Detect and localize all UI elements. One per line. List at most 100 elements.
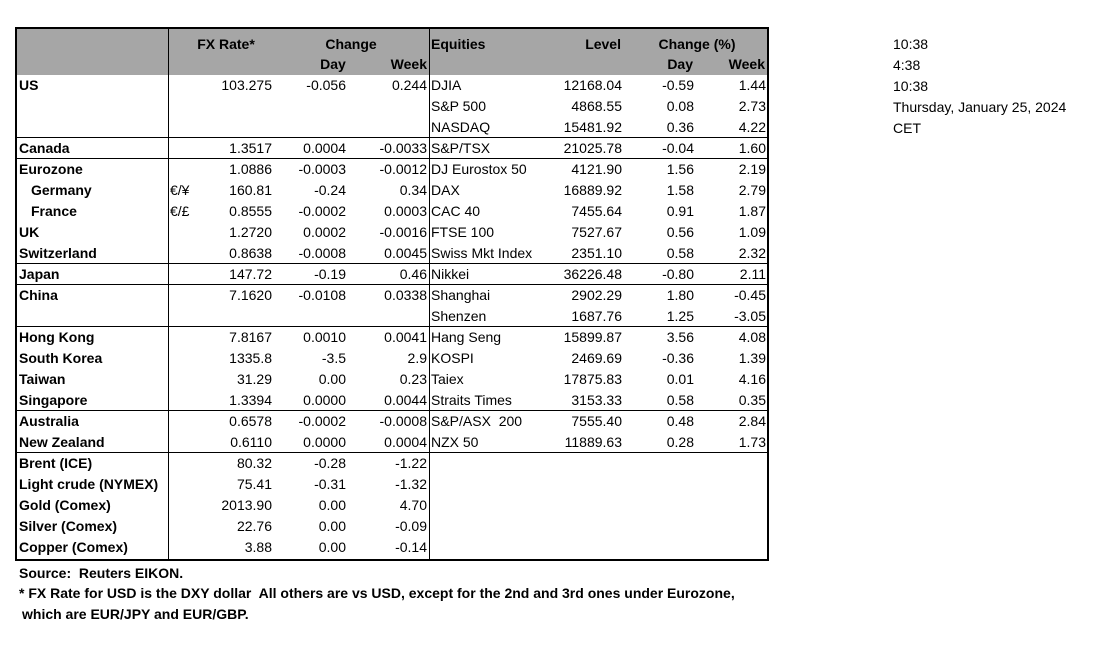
row-label: Canada — [19, 140, 70, 156]
cell: 1.2720 — [229, 224, 272, 240]
cell: Taiex — [431, 371, 464, 387]
cell: 0.0338 — [384, 287, 427, 303]
row-label: Switzerland — [19, 245, 97, 261]
header: Change (%) — [658, 36, 736, 52]
row-separator — [15, 452, 769, 453]
cell: 0.08 — [666, 98, 694, 114]
cell: -0.0002 — [298, 203, 346, 219]
cell: 0.0004 — [303, 140, 346, 156]
divider — [168, 27, 169, 559]
cell: Hang Seng — [431, 329, 502, 345]
row-label: Brent (ICE) — [19, 455, 93, 471]
header: FX Rate* — [197, 36, 255, 52]
cell: 0.48 — [666, 413, 694, 429]
cell: 0.00 — [318, 539, 346, 555]
cell: 1.60 — [738, 140, 766, 156]
timestamp: CET — [893, 120, 921, 136]
cell: 4.16 — [738, 371, 766, 387]
cell: 3.56 — [666, 329, 694, 345]
cell: 1.3517 — [229, 140, 272, 156]
cell: 0.58 — [666, 392, 694, 408]
cell: -0.19 — [314, 266, 346, 282]
cell: 1.44 — [738, 77, 766, 93]
cell: 0.6110 — [230, 434, 272, 450]
cell: 7527.67 — [571, 224, 622, 240]
cell: 2.9 — [407, 350, 427, 366]
cell: -0.24 — [314, 182, 346, 198]
row-label: Australia — [19, 413, 79, 429]
header: Day — [667, 56, 693, 72]
cell: -0.28 — [314, 455, 346, 471]
cell: 0.0002 — [303, 224, 346, 240]
cell: 0.58 — [666, 245, 694, 261]
cell: 2469.69 — [571, 350, 622, 366]
cell: 0.28 — [666, 434, 694, 450]
cell: 0.0044 — [384, 392, 427, 408]
currency-pair: €/¥ — [170, 182, 190, 198]
cell: 1.0886 — [229, 161, 272, 177]
cell: 147.72 — [229, 266, 272, 282]
cell: Shenzen — [431, 308, 487, 324]
cell: 2013.90 — [221, 497, 272, 513]
cell: 1.56 — [666, 161, 694, 177]
cell: CAC 40 — [431, 203, 481, 219]
cell: 2.73 — [738, 98, 766, 114]
row-label: Copper (Comex) — [19, 539, 128, 555]
cell: 36226.48 — [563, 266, 622, 282]
cell: 16889.92 — [563, 182, 622, 198]
cell: -1.32 — [395, 476, 427, 492]
cell: Straits Times — [431, 392, 512, 408]
cell: 103.275 — [221, 77, 272, 93]
cell: 0.34 — [399, 182, 427, 198]
cell: Shanghai — [431, 287, 491, 303]
cell: 75.41 — [236, 476, 272, 492]
row-label: Singapore — [19, 392, 88, 408]
header: Week — [728, 56, 765, 72]
cell: 7.1620 — [229, 287, 272, 303]
cell: 0.91 — [666, 203, 694, 219]
cell: 31.29 — [236, 371, 272, 387]
cell: DAX — [431, 182, 460, 198]
cell: -0.0012 — [379, 161, 427, 177]
cell: S&P/TSX — [431, 140, 491, 156]
cell: KOSPI — [431, 350, 474, 366]
cell: 0.244 — [391, 77, 427, 93]
cell: -0.0008 — [379, 413, 427, 429]
row-label: Germany — [31, 182, 92, 198]
cell: -1.22 — [395, 455, 427, 471]
cell: 17875.83 — [563, 371, 622, 387]
cell: 3.88 — [244, 539, 272, 555]
cell: -0.36 — [662, 350, 694, 366]
row-label: Silver (Comex) — [19, 518, 118, 534]
cell: 0.01 — [666, 371, 694, 387]
cell: NZX 50 — [431, 434, 479, 450]
cell: 0.0000 — [303, 434, 346, 450]
timestamp: 10:38 — [893, 78, 929, 94]
divider — [429, 27, 430, 559]
row-label: Japan — [19, 266, 60, 282]
cell: 0.0045 — [384, 245, 427, 261]
row-separator — [15, 410, 769, 411]
cell: Swiss Mkt Index — [431, 245, 533, 261]
cell: 15481.92 — [563, 119, 622, 135]
cell: 0.0003 — [384, 203, 427, 219]
cell: 7.8167 — [229, 329, 272, 345]
note: * FX Rate for USD is the DXY dollar All … — [19, 585, 735, 601]
row-separator — [15, 284, 769, 285]
cell: NASDAQ — [431, 119, 491, 135]
row-separator — [15, 326, 769, 327]
cell: 15899.87 — [563, 329, 622, 345]
table-border — [15, 27, 769, 561]
cell: 80.32 — [236, 455, 272, 471]
cell: -0.45 — [734, 287, 766, 303]
cell: 1.25 — [666, 308, 694, 324]
cell: 4121.90 — [571, 161, 622, 177]
cell: 7455.64 — [571, 203, 622, 219]
cell: 1.73 — [738, 434, 766, 450]
cell: 2.79 — [738, 182, 766, 198]
cell: 11889.63 — [564, 434, 622, 450]
cell: 0.23 — [399, 371, 427, 387]
cell: 1.58 — [666, 182, 694, 198]
cell: 4.22 — [738, 119, 766, 135]
cell: 12168.04 — [563, 77, 622, 93]
